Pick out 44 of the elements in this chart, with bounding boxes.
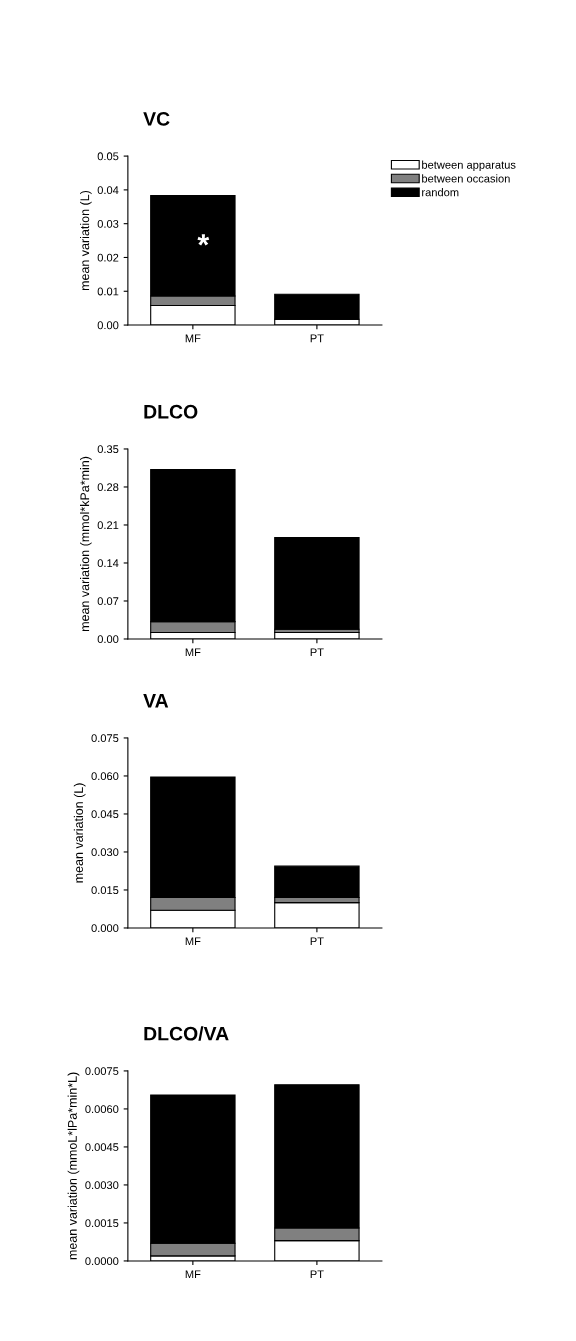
legend-label: random bbox=[422, 188, 459, 197]
chart-title: DLCO bbox=[144, 404, 198, 419]
y-tick-label: 0.0000 bbox=[85, 1257, 119, 1266]
y-tick-label: 0.28 bbox=[97, 483, 119, 492]
y-tick-label: 0.075 bbox=[91, 734, 119, 743]
y-tick-label: 0.0045 bbox=[85, 1143, 119, 1152]
y-tick-label: 0.015 bbox=[91, 886, 119, 895]
y-tick-label: 0.35 bbox=[97, 445, 119, 454]
y-axis-title: mean variation (L) bbox=[80, 190, 92, 291]
x-tick-label: PT bbox=[310, 648, 324, 657]
y-tick-label: 0.04 bbox=[97, 186, 119, 195]
y-tick-label: 0.000 bbox=[91, 924, 119, 933]
y-tick-label: 0.030 bbox=[91, 848, 119, 857]
y-axis-title: mean variation (mmoL*lPa*min*L) bbox=[67, 1072, 80, 1260]
chart-title: DLCO/VA bbox=[144, 1026, 229, 1041]
y-tick-label: 0.0030 bbox=[85, 1181, 119, 1190]
annotation: * bbox=[197, 234, 210, 246]
y-axis-title: mean variation (mmol*kPa*min) bbox=[80, 456, 92, 632]
y-tick-label: 0.03 bbox=[97, 219, 119, 228]
y-tick-label: 0.14 bbox=[97, 559, 119, 568]
x-tick-label: MF bbox=[185, 937, 201, 946]
y-tick-label: 0.0060 bbox=[85, 1105, 119, 1114]
x-tick-label: MF bbox=[185, 334, 201, 343]
y-tick-label: 0.00 bbox=[97, 321, 119, 330]
x-tick-label: PT bbox=[310, 1270, 324, 1279]
y-tick-label: 0.0015 bbox=[85, 1219, 119, 1228]
legend-label: between apparatus bbox=[422, 160, 516, 171]
y-tick-label: 0.060 bbox=[91, 772, 119, 781]
y-tick-label: 0.00 bbox=[97, 635, 119, 644]
x-tick-label: MF bbox=[185, 648, 201, 657]
y-tick-label: 0.045 bbox=[91, 810, 119, 819]
y-axis-title: mean variation (L) bbox=[73, 783, 86, 883]
y-tick-label: 0.05 bbox=[97, 152, 119, 161]
legend-label: between occasion bbox=[422, 174, 510, 183]
x-tick-label: MF bbox=[185, 1270, 201, 1279]
y-tick-label: 0.01 bbox=[97, 287, 119, 296]
y-tick-label: 0.07 bbox=[97, 597, 119, 606]
y-tick-label: 0.0075 bbox=[85, 1067, 119, 1076]
y-tick-label: 0.02 bbox=[97, 253, 119, 262]
chart-title: VA bbox=[143, 694, 169, 708]
x-tick-label: PT bbox=[310, 937, 324, 946]
x-tick-label: PT bbox=[310, 334, 324, 343]
y-tick-label: 0.21 bbox=[97, 521, 119, 530]
chart-title: VC bbox=[143, 111, 170, 126]
